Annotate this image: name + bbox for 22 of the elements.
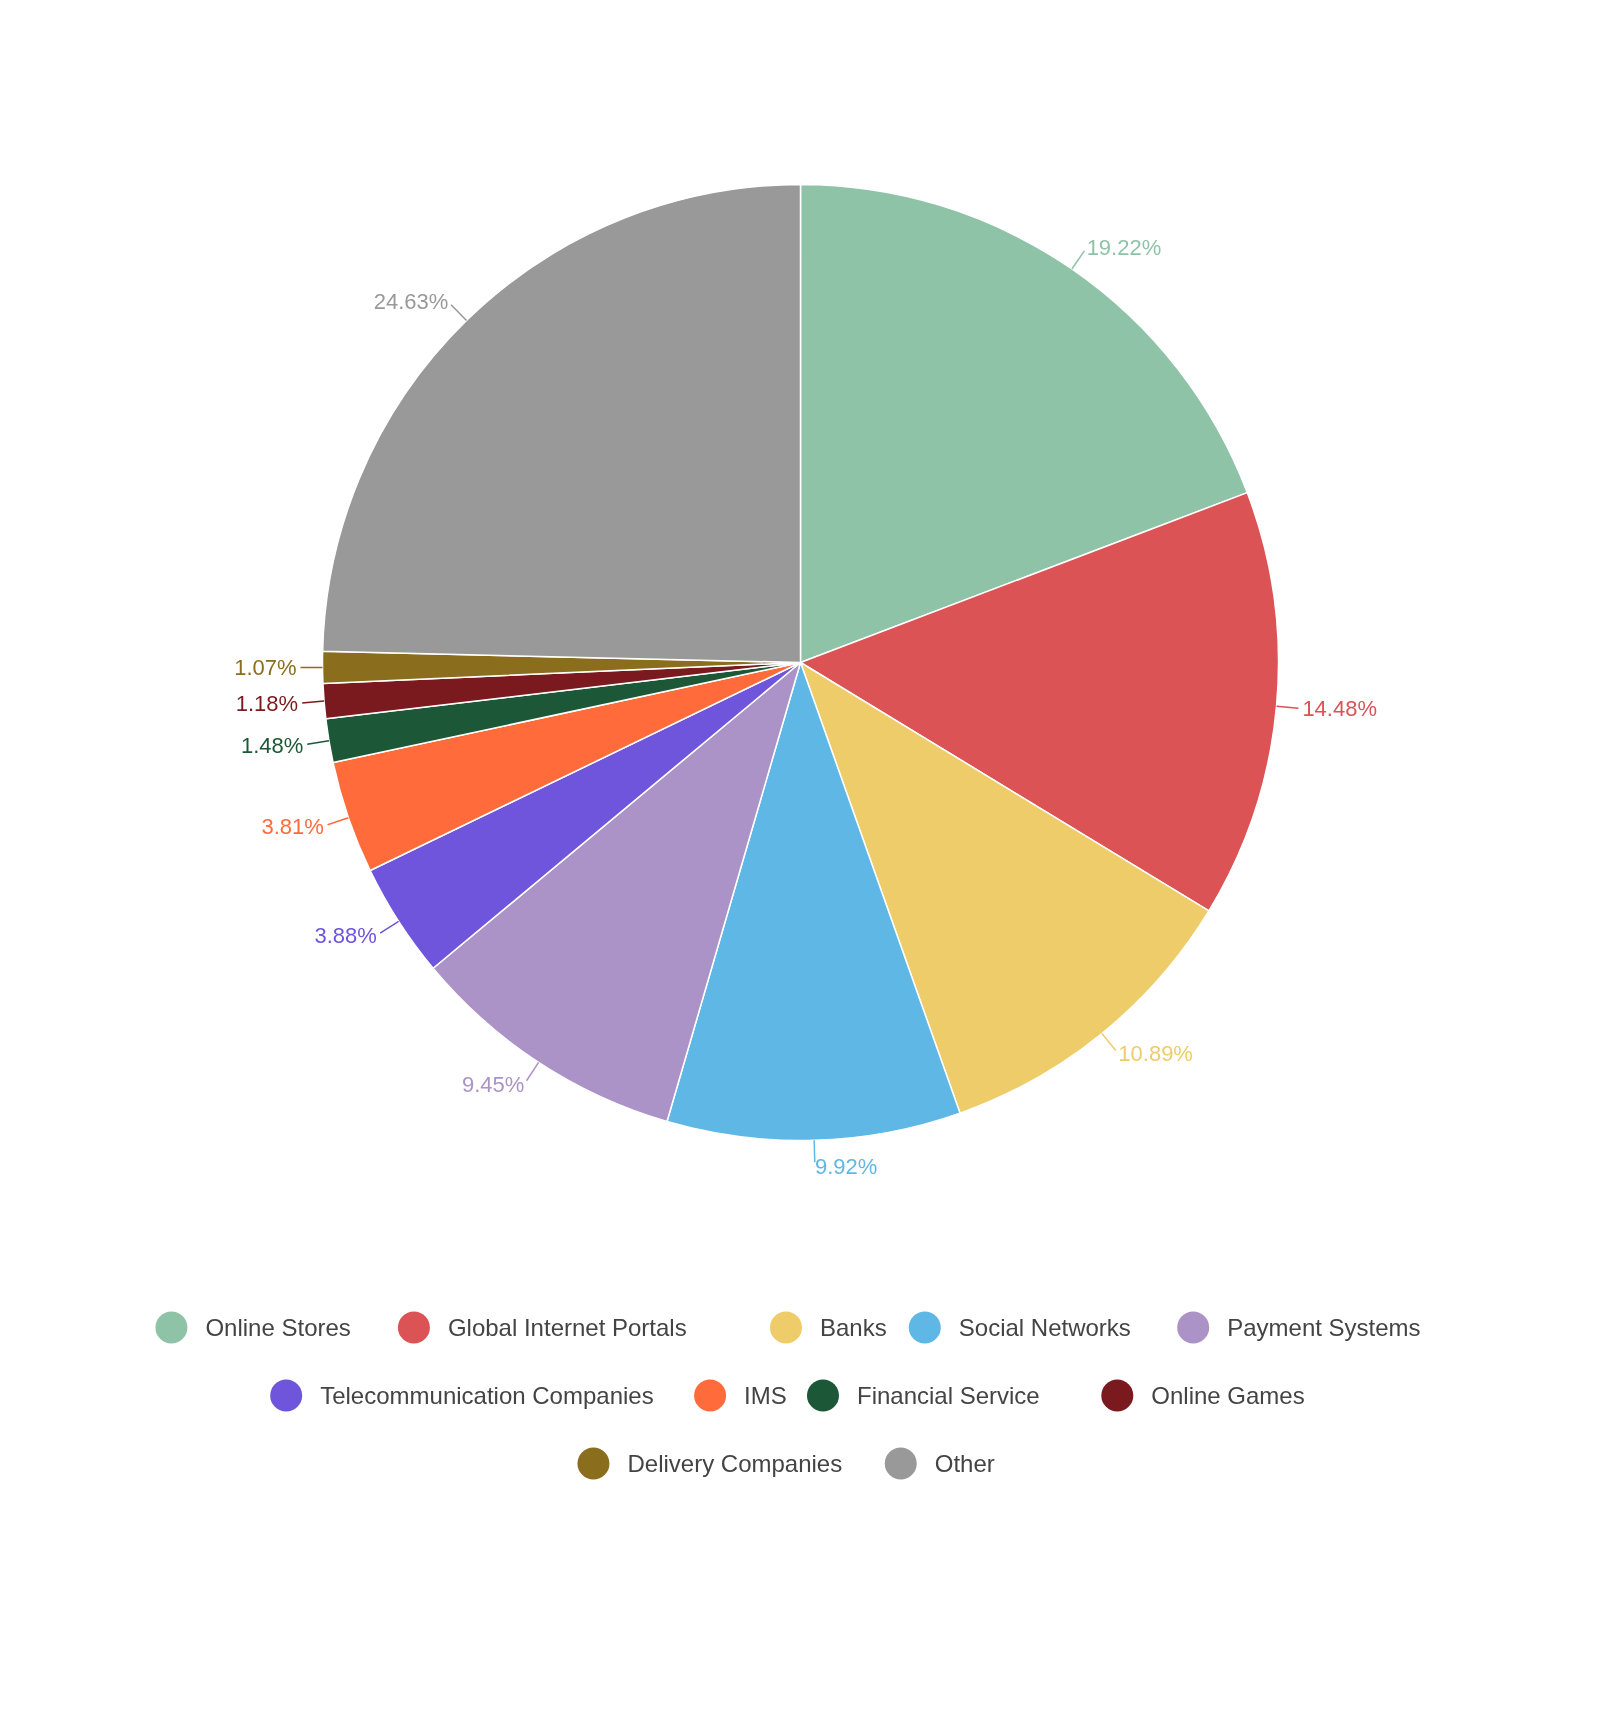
legend-label: Other	[934, 1450, 995, 1477]
data-label: 3.81%	[261, 813, 324, 839]
legend-label: Global Internet Portals	[447, 1314, 687, 1341]
data-label: 1.18%	[235, 690, 299, 716]
data-label: 9.45%	[461, 1071, 525, 1097]
data-label: 10.89%	[1118, 1041, 1193, 1067]
data-label: 1.48%	[240, 732, 304, 758]
legend-label: Payment Systems	[1227, 1314, 1421, 1341]
legend-label: Online Games	[1151, 1382, 1305, 1409]
legend-label: Banks	[819, 1314, 887, 1341]
data-label: 14.48%	[1302, 696, 1378, 722]
data-label: 24.63%	[373, 289, 449, 315]
data-label: 3.88%	[314, 922, 377, 948]
legend-label: Online Stores	[205, 1314, 351, 1341]
data-label: 1.07%	[234, 655, 297, 681]
data-label: 9.92%	[814, 1153, 878, 1179]
data-label: 19.22%	[1086, 235, 1162, 261]
legend-label: Delivery Companies	[627, 1450, 843, 1477]
legend-label: Financial Service	[856, 1382, 1040, 1409]
legend-label: Telecommunication Companies	[320, 1382, 654, 1409]
legend-label: Social Networks	[958, 1314, 1131, 1341]
legend-label: IMS	[744, 1382, 787, 1409]
